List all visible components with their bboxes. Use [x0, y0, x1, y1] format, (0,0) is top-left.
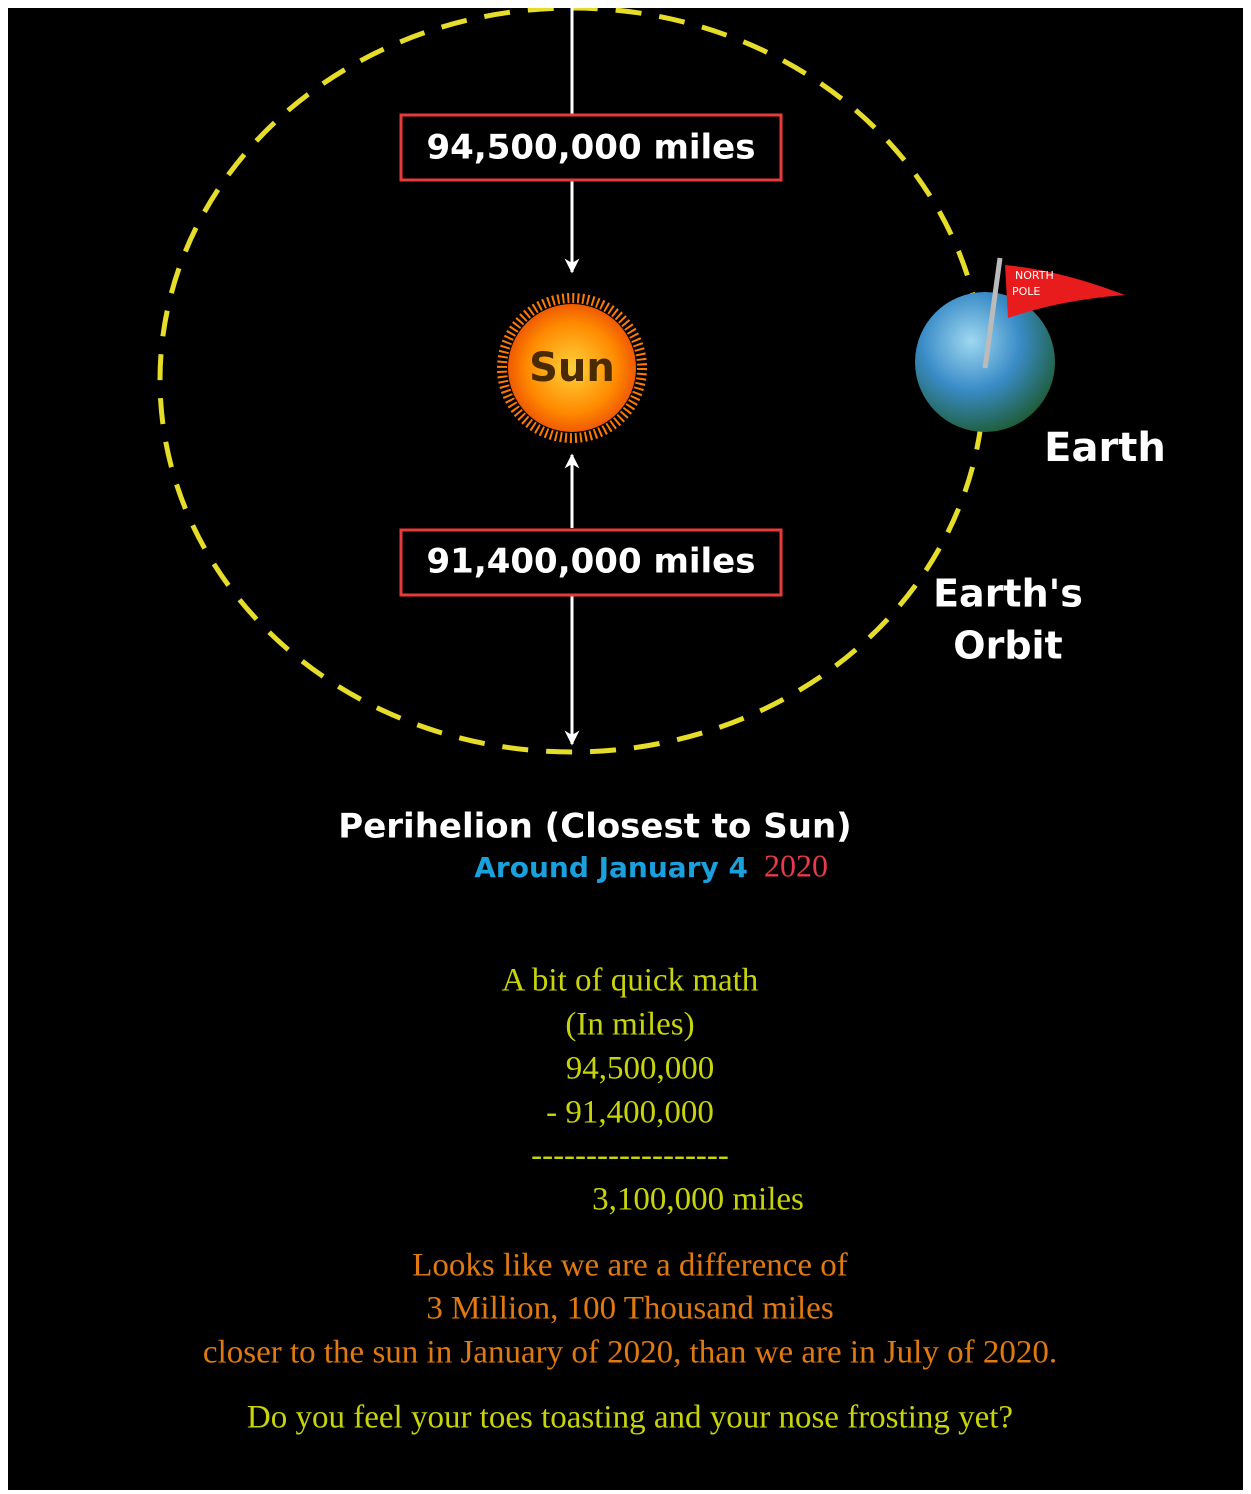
math-line: - 91,400,000 [546, 1095, 714, 1131]
question: Do you feel your toes toasting and your … [247, 1400, 1013, 1436]
orbit-label: Earth's [933, 572, 1083, 616]
conclusion-line: closer to the sun in January of 2020, th… [203, 1335, 1057, 1371]
math-unit: (In miles) [565, 1007, 694, 1043]
math-title: A bit of quick math [502, 963, 759, 999]
flag-text: NORTH [1015, 269, 1054, 282]
distance-label: 91,400,000 miles [427, 542, 756, 582]
orbit-label: Orbit [953, 624, 1062, 668]
sun-label: Sun [529, 345, 615, 391]
math-line: ------------------ [531, 1138, 729, 1174]
date: Around January 4 [474, 851, 748, 884]
distance-label: 94,500,000 miles [427, 128, 756, 168]
caption: Perihelion (Closest to Sun) [338, 807, 851, 847]
year: 2020 [764, 847, 828, 883]
flag-text: POLE [1012, 285, 1040, 298]
math-line: 94,500,000 [566, 1051, 715, 1087]
page: Sun NORTH POLE Earth Earth's Orbit 94,50… [0, 0, 1251, 1494]
conclusion-line: Looks like we are a difference of [412, 1248, 848, 1284]
math-line: 3,100,000 miles [592, 1182, 804, 1218]
conclusion-line: 3 Million, 100 Thousand miles [426, 1291, 833, 1327]
earth-label: Earth [1044, 425, 1166, 471]
